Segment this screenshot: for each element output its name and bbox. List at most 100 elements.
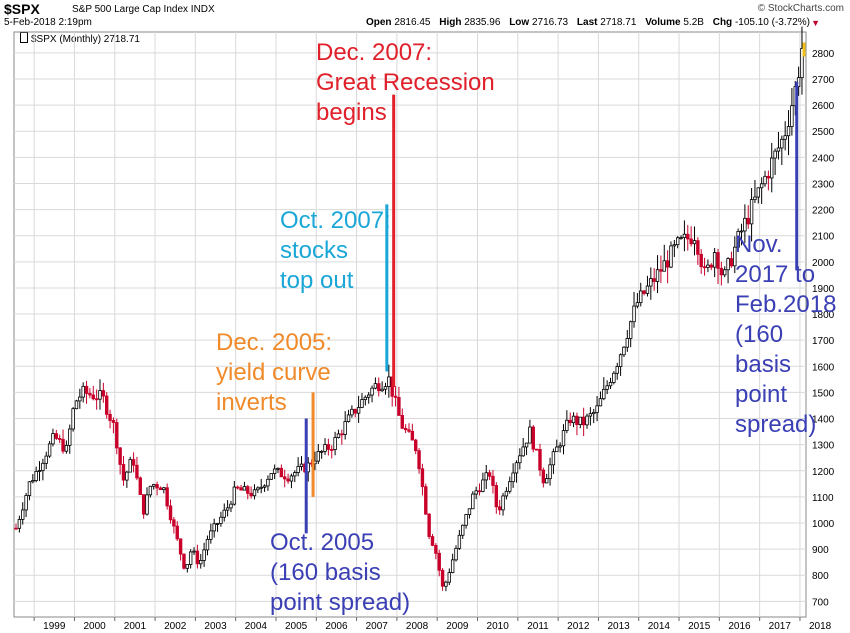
candle-body	[78, 396, 82, 402]
candle-body	[709, 264, 713, 268]
candle-body	[54, 433, 59, 439]
candle-body	[467, 508, 472, 515]
candle-body	[246, 486, 250, 494]
annotation-oct2005: Oct. 2005 (160 basis point spread)	[270, 529, 411, 616]
candle-body	[749, 199, 754, 225]
candle-body	[215, 523, 220, 525]
candle-body	[524, 442, 529, 448]
x-tick-label: 2010	[487, 621, 510, 632]
candle-body	[420, 468, 425, 488]
candle-body	[565, 419, 569, 431]
candle-body	[686, 233, 690, 240]
candle-body	[98, 390, 102, 400]
low-label: Low	[509, 17, 530, 28]
candle-body	[551, 451, 556, 466]
candle-body	[635, 302, 640, 307]
candle-body	[662, 260, 666, 272]
candle-body	[407, 429, 411, 432]
y-tick-label: 800	[812, 571, 829, 582]
x-tick-label: 1999	[43, 621, 66, 632]
y-tick-label: 2300	[812, 179, 835, 190]
quote-datetime: 5-Feb-2018 2:19pm	[4, 17, 92, 28]
candle-body	[481, 479, 485, 492]
candle-body	[689, 238, 693, 245]
candle-body	[581, 416, 586, 426]
candle-body	[639, 290, 643, 304]
candle-body	[175, 525, 179, 540]
candle-body	[91, 394, 95, 400]
candle-body	[21, 509, 25, 520]
x-tick-label: 2006	[325, 621, 348, 632]
candle-body	[417, 450, 421, 470]
candle-body	[719, 267, 724, 276]
candle-body	[763, 175, 767, 185]
candle-body	[675, 237, 680, 246]
candle-body	[491, 475, 495, 486]
candle-body	[454, 547, 458, 561]
candle-body	[366, 394, 371, 398]
y-tick-label: 2700	[812, 75, 835, 86]
candle-body	[249, 492, 253, 497]
candle-body	[541, 469, 546, 484]
candle-body	[138, 477, 142, 495]
candle-body	[434, 545, 438, 554]
candle-body	[128, 459, 132, 473]
x-tick-label: 2018	[809, 621, 832, 632]
candle-body	[105, 395, 109, 415]
candle-body	[155, 484, 159, 489]
candle-body	[356, 407, 361, 414]
x-tick-label: 2016	[728, 621, 751, 632]
candle-body	[457, 534, 462, 549]
y-tick-label: 1200	[812, 467, 835, 478]
candle-body	[145, 494, 149, 515]
candle-body	[575, 415, 579, 425]
candle-body	[474, 490, 478, 495]
candle-body	[437, 552, 441, 571]
x-tick-label: 2017	[769, 621, 792, 632]
candle-body	[615, 366, 619, 374]
candle-body	[739, 230, 744, 233]
candle-body	[57, 438, 62, 440]
candle-body	[746, 217, 750, 225]
x-tick-label: 2002	[164, 621, 187, 632]
candle-body	[101, 390, 106, 397]
candle-body	[252, 489, 257, 497]
candle-body	[682, 233, 687, 238]
candle-body	[414, 439, 418, 452]
open-label: Open	[365, 17, 392, 28]
candle-body	[729, 258, 734, 267]
candle-body	[602, 388, 606, 400]
candle-body	[487, 472, 492, 477]
candle-body	[571, 415, 576, 424]
candle-body	[595, 405, 599, 413]
candle-body	[343, 421, 347, 435]
candle-body	[172, 519, 176, 527]
symbol: $SPX	[4, 1, 40, 17]
candle-body	[192, 550, 196, 553]
chart-header: $SPX S&P 500 Large Cap Index INDX © Stoc…	[0, 0, 850, 32]
candle-body	[61, 438, 65, 452]
candle-body	[652, 278, 656, 282]
candle-body	[759, 183, 764, 189]
y-tick-label: 2000	[812, 258, 835, 269]
last-label: Last	[576, 17, 598, 28]
candle-body	[702, 266, 707, 269]
candle-body	[350, 408, 354, 416]
candle-body	[131, 459, 136, 466]
candle-body	[148, 485, 153, 496]
candle-body	[68, 428, 72, 446]
candle-body	[88, 393, 92, 396]
x-tick-label: 2001	[124, 621, 147, 632]
candle-body	[269, 473, 273, 480]
candle-body	[182, 553, 186, 569]
candle-body	[645, 285, 650, 294]
candle-body	[447, 572, 451, 583]
candle-body	[219, 516, 223, 524]
y-tick-label: 1000	[812, 519, 835, 530]
brand-watermark: © StockCharts.com	[757, 3, 844, 14]
candle-body	[497, 506, 502, 511]
candle-body	[158, 487, 163, 491]
candle-body	[47, 443, 52, 457]
candle-body	[162, 487, 166, 491]
candle-body	[696, 240, 700, 255]
